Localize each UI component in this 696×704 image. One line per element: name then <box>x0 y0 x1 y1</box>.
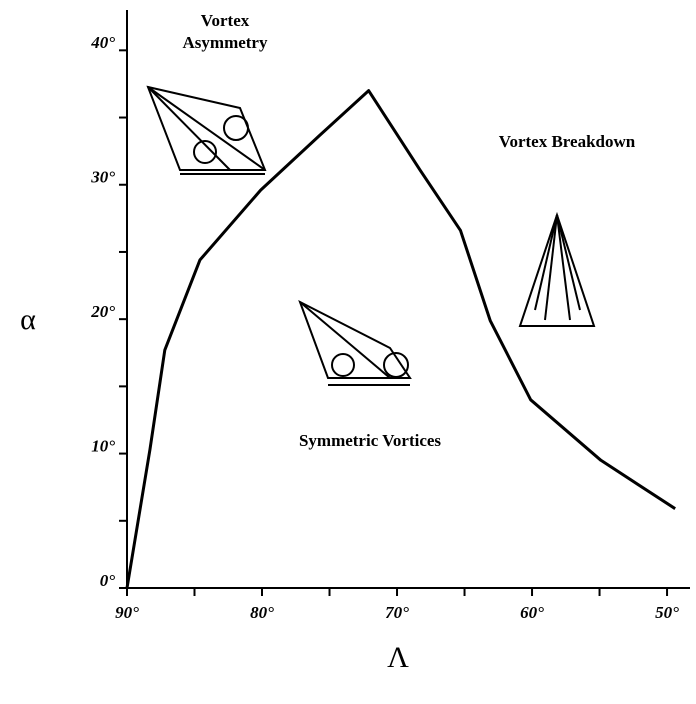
x-axis-label: Λ <box>387 641 409 674</box>
annotation: Vortex Breakdown <box>499 132 636 151</box>
wing-sketch-asymmetry <box>146 85 267 175</box>
y-tick-label: 10° <box>91 436 115 455</box>
x-tick-label: 60° <box>520 603 544 622</box>
annotation: Asymmetry <box>183 33 268 52</box>
y-tick-label: 0° <box>100 571 116 590</box>
annotation: Vortex <box>201 11 250 30</box>
wing-sketch-breakdown <box>518 211 596 327</box>
y-tick-label: 30° <box>90 168 115 187</box>
x-tick-label: 70° <box>385 603 409 622</box>
y-tick-label: 20° <box>90 302 115 321</box>
x-tick-label: 50° <box>655 603 679 622</box>
y-axis-label: α <box>20 303 36 336</box>
x-tick-label: 80° <box>250 603 274 622</box>
data-line <box>125 89 676 589</box>
x-tick-label: 90° <box>115 603 139 622</box>
annotation: Symmetric Vortices <box>299 431 441 450</box>
y-tick-label: 40° <box>90 33 115 52</box>
wing-sketch-symmetric <box>298 299 412 386</box>
